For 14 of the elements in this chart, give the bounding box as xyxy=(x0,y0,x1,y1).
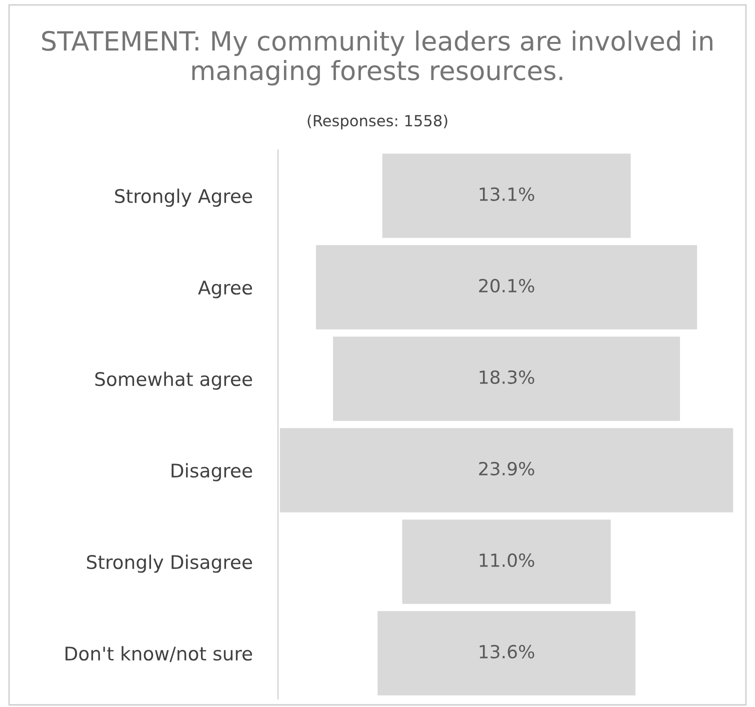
data-label: 13.1% xyxy=(480,187,534,201)
data-label: 13.6% xyxy=(480,644,534,658)
data-label: 18.3% xyxy=(480,370,534,384)
category-label: Agree xyxy=(198,280,252,298)
category-label: Don't know/not sure xyxy=(66,646,252,662)
text: STATEMENT: My community leaders are involved in managing forests resources. xyxy=(42,30,712,86)
category-label: Strongly Agree xyxy=(115,188,252,207)
category-label: Strongly Disagree xyxy=(87,554,252,573)
data-label: 11.0% xyxy=(480,553,534,567)
category-label: Somewhat agree xyxy=(95,372,252,390)
data-label: 23.9% xyxy=(479,462,534,476)
data-label: 20.1% xyxy=(479,278,534,292)
category-label: Disagree xyxy=(172,463,252,482)
text: (Responses: 1558) xyxy=(308,114,448,130)
